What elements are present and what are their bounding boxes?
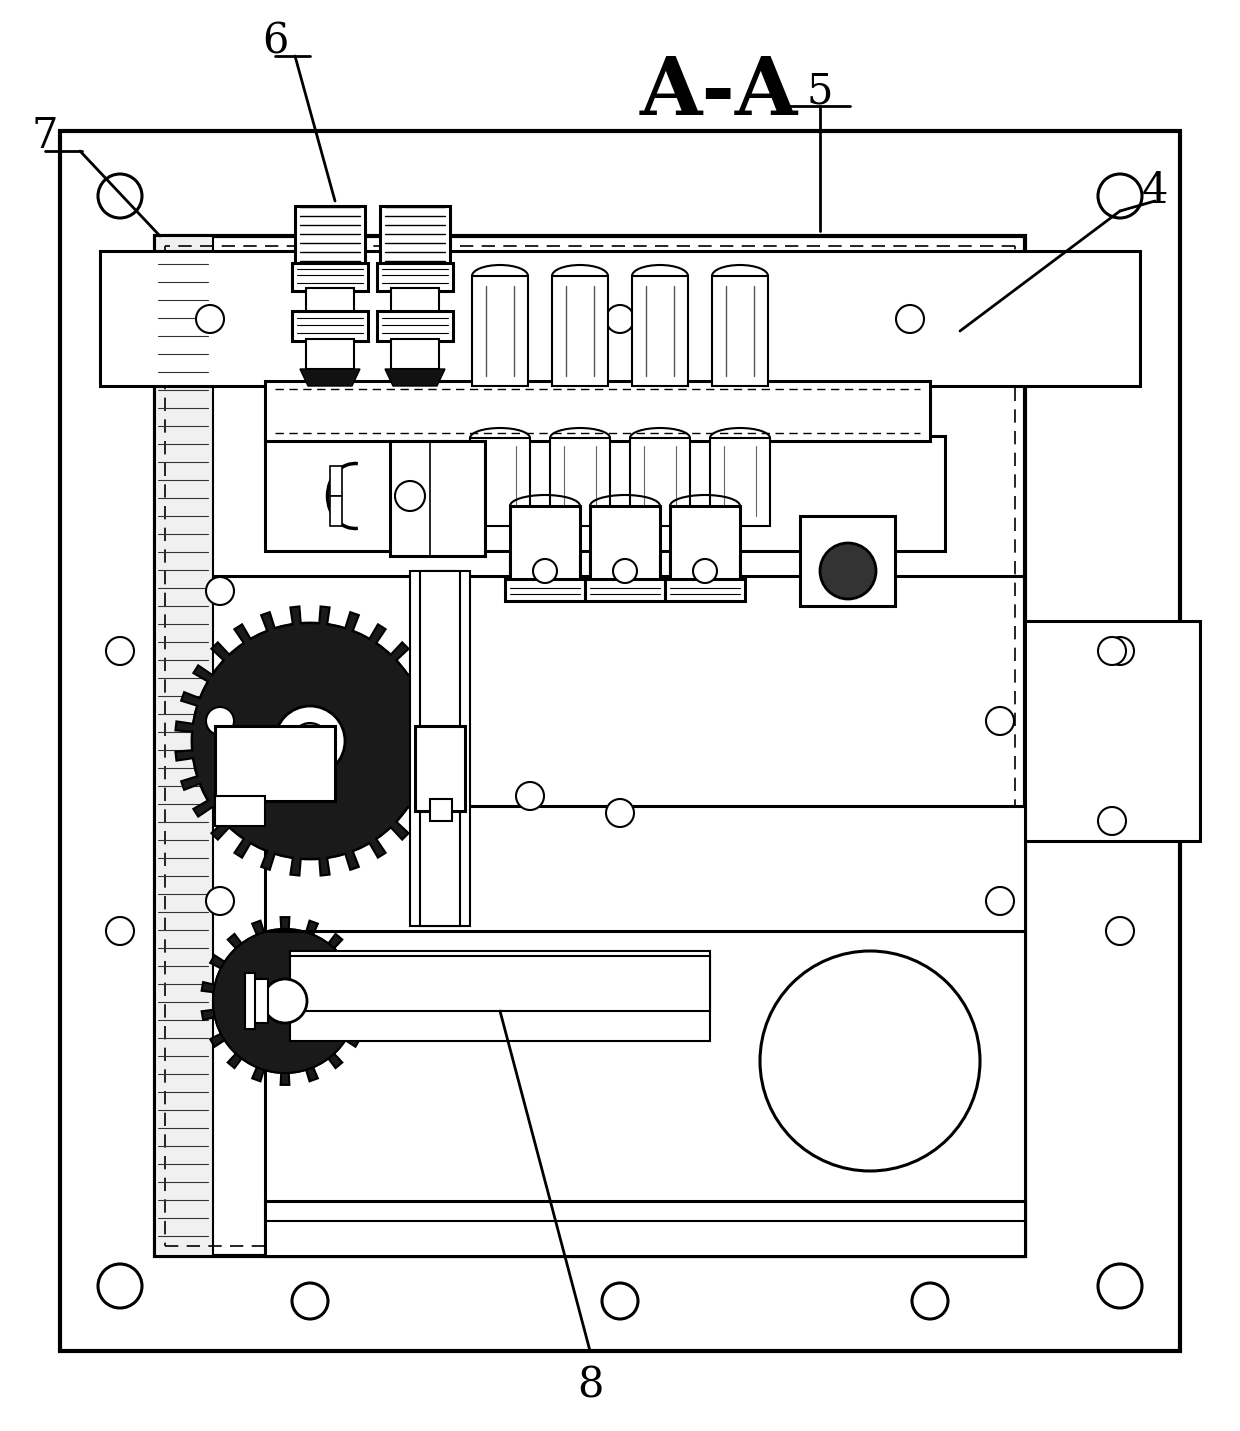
Bar	[391, 441, 485, 557]
Circle shape	[911, 1284, 949, 1319]
Circle shape	[1106, 917, 1135, 944]
Bar	[472, 276, 528, 386]
Circle shape	[601, 1284, 639, 1319]
Bar	[250, 979, 268, 1023]
Text: 7: 7	[32, 114, 58, 157]
Circle shape	[105, 637, 134, 665]
Bar	[430, 798, 453, 821]
Bar	[420, 571, 460, 926]
Polygon shape	[175, 607, 445, 876]
Circle shape	[291, 723, 329, 758]
Circle shape	[820, 542, 875, 600]
Bar	[330, 497, 342, 527]
Bar	[552, 276, 608, 386]
Bar	[551, 438, 610, 527]
Circle shape	[1097, 1264, 1142, 1308]
Bar	[410, 571, 470, 926]
Bar	[585, 580, 665, 601]
Circle shape	[206, 887, 234, 914]
Circle shape	[196, 305, 224, 333]
Circle shape	[516, 781, 544, 810]
Text: A-A: A-A	[640, 54, 799, 132]
Bar	[377, 311, 453, 341]
Circle shape	[213, 929, 357, 1073]
Circle shape	[693, 560, 717, 582]
Bar	[215, 726, 335, 801]
Bar	[391, 339, 439, 369]
Bar	[291, 263, 368, 290]
Text: 8: 8	[577, 1365, 603, 1407]
Circle shape	[275, 705, 345, 776]
Circle shape	[206, 707, 234, 736]
Circle shape	[98, 175, 143, 218]
Bar	[60, 132, 1180, 1351]
Circle shape	[105, 917, 134, 944]
Bar	[800, 517, 895, 605]
Bar	[665, 580, 745, 601]
Bar	[215, 796, 265, 826]
Polygon shape	[300, 369, 360, 386]
Circle shape	[897, 305, 924, 333]
Circle shape	[192, 622, 428, 859]
Circle shape	[396, 481, 425, 511]
Circle shape	[291, 1284, 329, 1319]
Bar	[415, 726, 465, 811]
Bar	[377, 263, 453, 290]
Bar	[630, 438, 689, 527]
Bar	[155, 236, 213, 1256]
Bar	[265, 1201, 1025, 1256]
Bar	[330, 467, 342, 497]
Bar	[470, 438, 529, 527]
Bar	[290, 956, 711, 1010]
Bar	[246, 973, 255, 1029]
Text: 6: 6	[262, 20, 288, 62]
Circle shape	[606, 798, 634, 827]
Bar	[670, 507, 740, 581]
Polygon shape	[202, 917, 368, 1085]
Circle shape	[760, 952, 980, 1171]
Bar	[1025, 621, 1200, 841]
Bar	[306, 288, 353, 313]
Circle shape	[1097, 637, 1126, 665]
Polygon shape	[384, 369, 445, 386]
Bar	[306, 339, 353, 369]
Bar	[265, 806, 1025, 1256]
Bar	[505, 580, 585, 601]
Text: 4: 4	[1142, 170, 1168, 212]
Circle shape	[206, 577, 234, 605]
Circle shape	[533, 560, 557, 582]
Bar	[155, 236, 1025, 1256]
Bar	[712, 276, 768, 386]
Bar	[265, 436, 945, 551]
Bar	[291, 311, 368, 341]
Bar	[295, 206, 365, 266]
Circle shape	[986, 887, 1014, 914]
Circle shape	[613, 560, 637, 582]
Circle shape	[1097, 807, 1126, 836]
Bar	[290, 952, 711, 1040]
Bar	[391, 288, 439, 313]
Bar	[379, 206, 450, 266]
Circle shape	[1097, 175, 1142, 218]
Bar	[590, 507, 660, 581]
Bar	[510, 507, 580, 581]
Bar	[100, 250, 1140, 386]
Bar	[265, 381, 930, 441]
Circle shape	[986, 707, 1014, 736]
Bar	[632, 276, 688, 386]
Circle shape	[98, 1264, 143, 1308]
Text: 5: 5	[807, 70, 833, 112]
Circle shape	[263, 979, 308, 1023]
Circle shape	[606, 305, 634, 333]
Circle shape	[1106, 637, 1135, 665]
Bar	[711, 438, 770, 527]
